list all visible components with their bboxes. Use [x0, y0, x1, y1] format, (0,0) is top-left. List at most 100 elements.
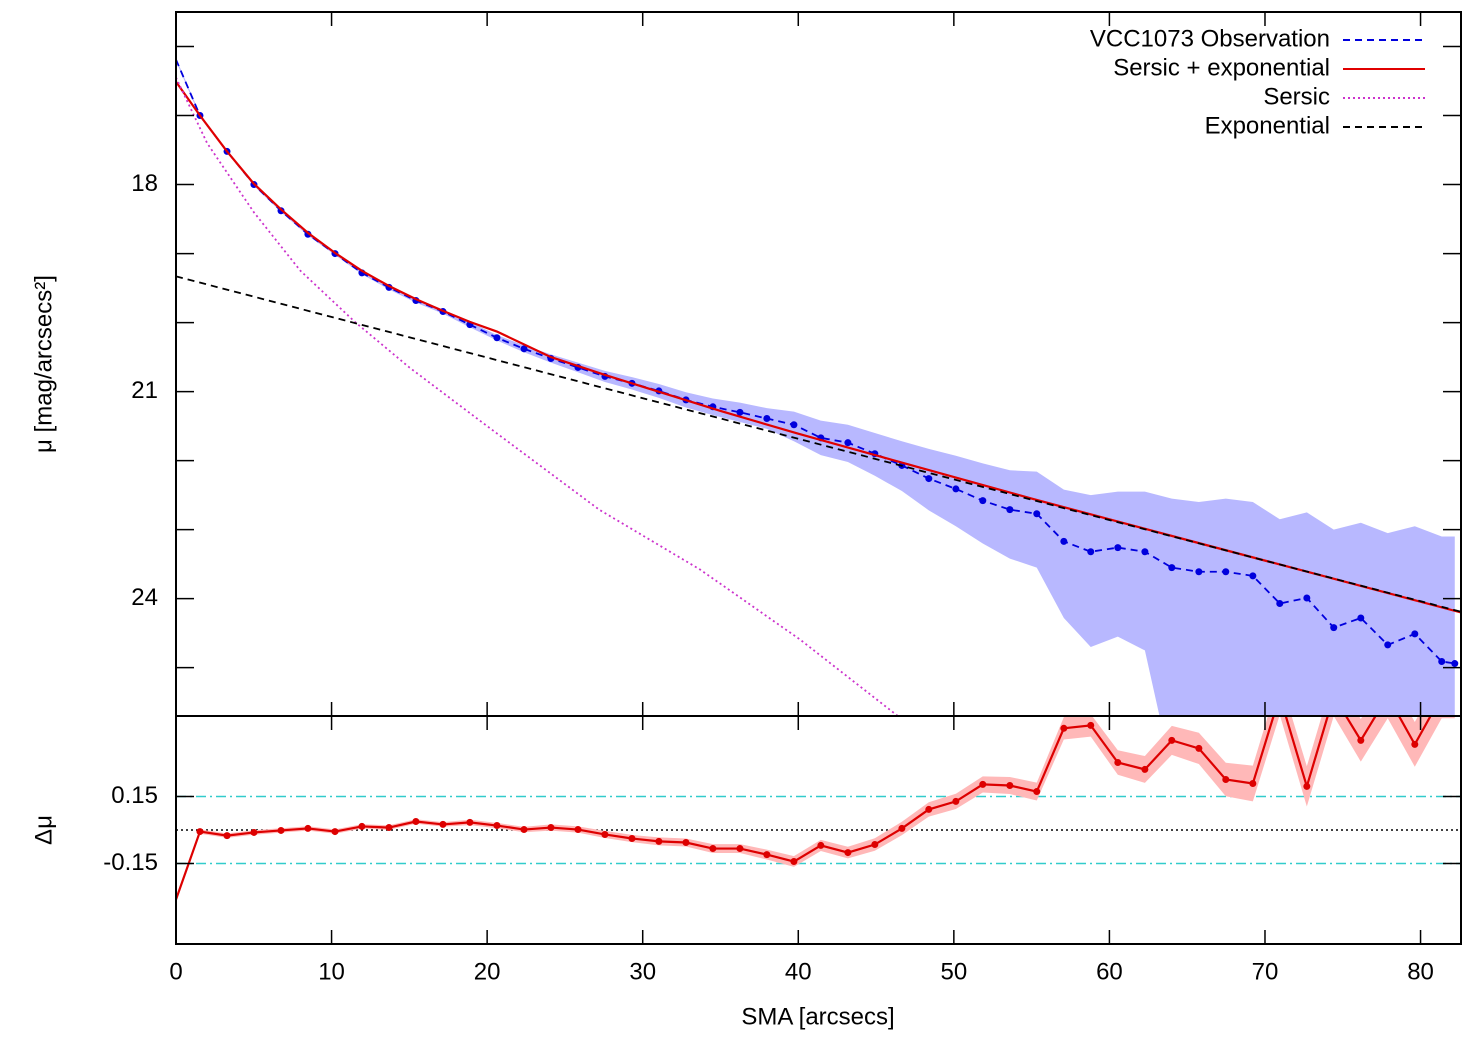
- data-point: [601, 830, 609, 838]
- data-point: [1033, 510, 1041, 518]
- data-point: [682, 839, 690, 847]
- y-tick-label: 18: [131, 170, 158, 197]
- data-point: [790, 858, 798, 866]
- data-point: [1438, 657, 1446, 665]
- data-point: [1222, 775, 1230, 783]
- data-point: [1087, 548, 1095, 556]
- x-tick-label: 10: [318, 958, 345, 985]
- x-tick-label: 30: [629, 958, 656, 985]
- data-point: [1141, 548, 1149, 556]
- data-point: [709, 845, 717, 853]
- data-point: [1060, 537, 1068, 545]
- data-point: [385, 824, 393, 832]
- data-point: [1195, 568, 1203, 576]
- data-point: [763, 851, 771, 859]
- y-tick-label: 21: [131, 377, 158, 404]
- data-point: [1411, 740, 1419, 748]
- x-tick-label: 20: [474, 958, 501, 985]
- data-point: [1168, 564, 1176, 572]
- data-point: [1141, 765, 1149, 773]
- legend-label: VCC1073 Observation: [1090, 25, 1330, 52]
- x-tick-label: 50: [940, 958, 967, 985]
- data-point: [466, 818, 474, 826]
- data-point: [1168, 736, 1176, 744]
- data-point: [358, 822, 366, 830]
- data-point: [952, 485, 960, 493]
- data-point: [979, 497, 987, 505]
- data-point: [1114, 544, 1122, 552]
- data-point: [250, 828, 258, 836]
- y-tick-label: 24: [131, 584, 158, 611]
- data-point: [925, 475, 933, 483]
- data-point: [844, 849, 852, 857]
- data-point: [412, 818, 420, 826]
- data-point: [520, 345, 528, 353]
- legend-label: Exponential: [1205, 112, 1330, 139]
- x-tick-label: 70: [1252, 958, 1279, 985]
- data-point: [844, 439, 852, 447]
- x-axis-label: SMA [arcsecs]: [741, 1003, 894, 1030]
- error-band: [176, 716, 1455, 902]
- data-point: [223, 832, 231, 840]
- y-tick-label: -0.15: [103, 849, 158, 876]
- data-point: [655, 837, 663, 845]
- data-point: [1006, 782, 1014, 790]
- x-tick-label: 80: [1407, 958, 1434, 985]
- series-line: [176, 275, 1461, 613]
- y-tick-label: 0.15: [111, 782, 158, 809]
- data-point: [196, 828, 204, 836]
- data-point: [736, 845, 744, 853]
- y-axis-label: μ [mag/arcsecs²]: [30, 275, 57, 453]
- series-line: [176, 81, 1461, 614]
- data-point: [1303, 594, 1311, 602]
- data-point: [439, 820, 447, 828]
- data-point: [547, 824, 555, 832]
- error-band: [176, 58, 1455, 716]
- data-point: [736, 408, 744, 416]
- data-point: [277, 826, 285, 834]
- data-point: [952, 797, 960, 805]
- data-point: [1114, 758, 1122, 766]
- data-point: [898, 824, 906, 832]
- data-point: [1249, 780, 1257, 788]
- data-point: [574, 826, 582, 834]
- data-point: [1060, 724, 1068, 732]
- y-axis-label: Δμ: [30, 815, 57, 845]
- data-point: [925, 805, 933, 813]
- data-point: [817, 841, 825, 849]
- data-point: [1087, 721, 1095, 729]
- data-point: [1330, 624, 1338, 632]
- legend-label: Sersic + exponential: [1113, 54, 1330, 81]
- data-point: [1249, 572, 1257, 580]
- data-point: [628, 834, 636, 842]
- x-tick-label: 60: [1096, 958, 1123, 985]
- data-point: [1006, 506, 1014, 514]
- series-line: [176, 716, 1432, 900]
- data-point: [790, 421, 798, 429]
- plot-area: [176, 58, 1461, 716]
- data-point: [1195, 744, 1203, 752]
- legend-label: Sersic: [1263, 83, 1330, 110]
- data-point: [979, 780, 987, 788]
- data-point: [1303, 782, 1311, 790]
- data-point: [1033, 788, 1041, 796]
- data-point: [871, 841, 879, 849]
- data-point: [493, 822, 501, 830]
- data-point: [1357, 614, 1365, 622]
- data-point: [331, 828, 339, 836]
- data-point: [520, 826, 528, 834]
- data-point: [763, 415, 771, 423]
- series-line: [176, 77, 899, 716]
- data-point: [1357, 736, 1365, 744]
- x-tick-label: 40: [785, 958, 812, 985]
- data-point: [493, 334, 501, 342]
- data-point: [1222, 568, 1230, 576]
- data-point: [304, 824, 312, 832]
- x-tick-label: 0: [169, 958, 182, 985]
- plot-frame: [175, 715, 1462, 945]
- data-point: [1276, 599, 1284, 607]
- data-point: [1451, 660, 1459, 668]
- data-point: [1411, 630, 1419, 638]
